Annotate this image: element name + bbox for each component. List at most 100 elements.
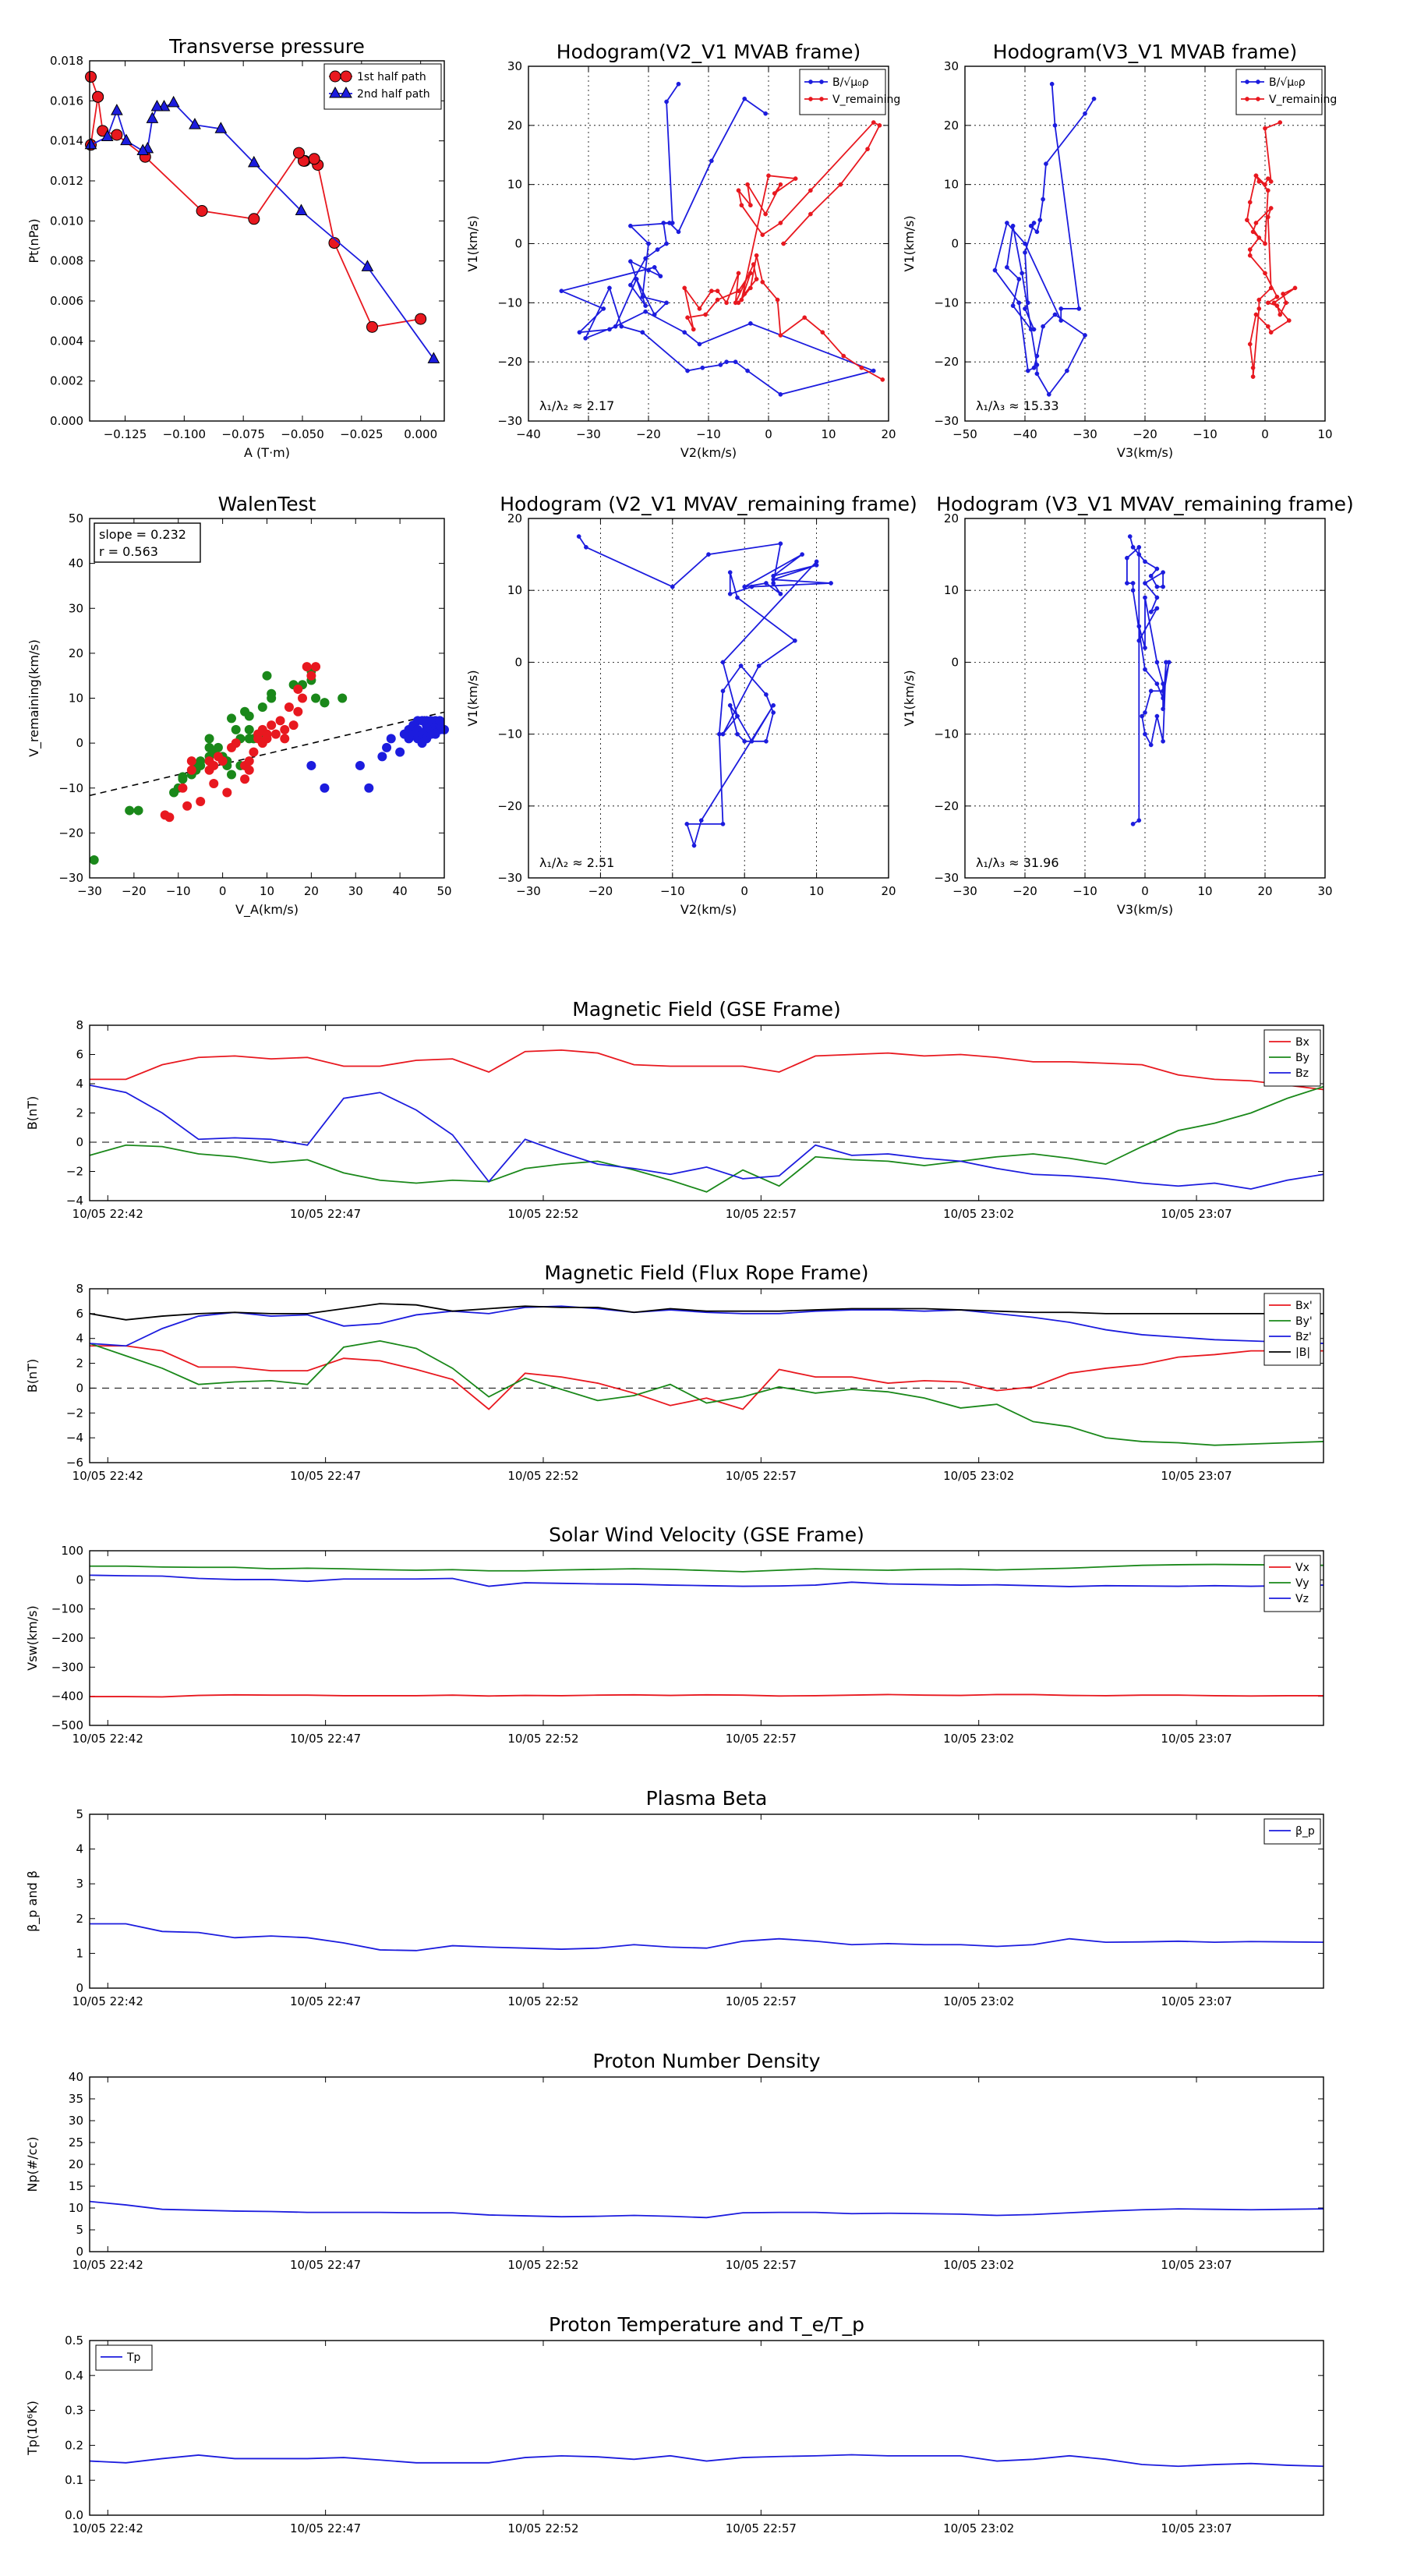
hodo2-legend-marker xyxy=(1256,97,1260,101)
np-ylabel: Np(#/cc) xyxy=(25,2137,40,2192)
hodo2-data-point xyxy=(1020,271,1025,276)
walen-ytick-label: −20 xyxy=(58,826,83,840)
beta-legend-label: β_p xyxy=(1295,1825,1315,1838)
hodo4-series-line-0 xyxy=(1126,536,1170,825)
hodo2-data-point xyxy=(1250,229,1256,235)
hodo3-data-point xyxy=(756,663,762,668)
walen-stats-box xyxy=(94,522,201,563)
hodo4-data-point xyxy=(1154,681,1160,686)
hodo4-annotation: λ₁/λ₃ ≈ 31.96 xyxy=(976,855,1059,870)
hodo3-data-point xyxy=(764,738,769,744)
hodo1-data-point xyxy=(607,285,612,291)
tp-ytick-label: 0.018 xyxy=(50,54,83,68)
hodo3-data-point xyxy=(727,570,733,575)
tp-xtick-label: −0.100 xyxy=(163,427,207,441)
hodo2-data-point xyxy=(1010,223,1016,228)
mag_fr-ytick-label: 0 xyxy=(76,1381,83,1395)
hodo3-data-point xyxy=(749,584,755,589)
walen-title: WalenTest xyxy=(218,493,316,515)
walen-ytick-label: 50 xyxy=(69,511,83,525)
hodo1-data-point xyxy=(781,241,786,246)
walen-data-point xyxy=(240,774,250,784)
hodo2-xtick-label: 0 xyxy=(1261,427,1269,441)
walen-data-point xyxy=(244,765,254,775)
hodo4-xtick-label: 30 xyxy=(1317,884,1332,898)
walen-data-point xyxy=(125,805,135,816)
np-ytick-label: 10 xyxy=(69,2201,83,2215)
hodo1-data-point xyxy=(643,303,648,308)
np-ytick-label: 0 xyxy=(76,2245,83,2259)
hodo1-data-point xyxy=(703,312,709,317)
hodo2-data-point xyxy=(1076,306,1082,311)
hodo2-data-point xyxy=(1046,392,1051,397)
np-ytick-label: 5 xyxy=(76,2223,83,2237)
np-ytick-label: 35 xyxy=(69,2092,83,2106)
hodo4-xtick-label: 20 xyxy=(1257,884,1272,898)
mag_fr-xtick-label: 10/05 22:57 xyxy=(726,1469,797,1483)
tp-data-point xyxy=(111,129,123,141)
mag_fr-ytick-label: 4 xyxy=(76,1332,83,1346)
hodo2-xlabel: V3(km/s) xyxy=(1117,445,1173,460)
mag_fr-legend-label: Bx' xyxy=(1295,1300,1313,1312)
vsw-series-line-1 xyxy=(90,1563,1324,1573)
walen-xtick-label: 40 xyxy=(393,884,408,898)
hodo2-data-point xyxy=(1266,176,1270,181)
hodo4-data-point xyxy=(1154,660,1160,665)
hodo4-data-point xyxy=(1130,822,1136,826)
walen-ytick-label: 30 xyxy=(69,601,83,615)
mag_gse-xtick-label: 10/05 22:57 xyxy=(726,1207,797,1221)
mag_fr-ytick-label: −4 xyxy=(66,1431,83,1445)
hodo1-data-point xyxy=(697,341,702,347)
hodo2-data-point xyxy=(1274,294,1280,299)
mag_fr-ytick-label: −2 xyxy=(66,1406,83,1420)
hodo4-data-point xyxy=(1130,588,1136,593)
hodo3-ylabel: V1(km/s) xyxy=(465,670,480,726)
walen-ytick-label: 20 xyxy=(69,646,83,660)
beta-ytick-label: 0 xyxy=(76,1981,83,1995)
hodo4-data-point xyxy=(1143,667,1147,672)
beta-xtick-label: 10/05 23:02 xyxy=(943,1994,1014,2008)
hodo2-data-point xyxy=(1281,292,1285,296)
hodo2-data-point xyxy=(1274,303,1280,308)
walen-data-point xyxy=(382,742,392,752)
walen-stats-label: slope = 0.232 xyxy=(99,527,186,542)
mag_gse-series-line-0 xyxy=(90,1049,1324,1091)
np-series-line-0 xyxy=(89,2200,1324,2219)
hodo1-data-point xyxy=(778,182,783,187)
hodo1-data-point xyxy=(736,288,741,294)
hodo4-data-point xyxy=(1166,660,1172,665)
mag_fr-frame xyxy=(89,1288,1324,1463)
hodo2-data-point xyxy=(1256,306,1262,311)
walen-data-point xyxy=(270,729,281,739)
hodo4-data-point xyxy=(1125,581,1129,586)
hodo3-ytick-label: 0 xyxy=(514,655,522,669)
hodo2-series-line-1 xyxy=(1246,122,1296,377)
hodo3-series-line-0 xyxy=(578,536,832,848)
walen-xlabel: V_A(km/s) xyxy=(235,902,299,918)
hodo2-data-point xyxy=(1091,96,1097,101)
hodo4-data-point xyxy=(1154,713,1160,719)
walen-data-point xyxy=(227,713,236,724)
hodo1-ylabel: V1(km/s) xyxy=(465,215,480,271)
np-xtick-label: 10/05 22:42 xyxy=(72,2258,143,2272)
tp-legend-label: 2nd half path xyxy=(357,88,430,101)
np-ytick-label: 15 xyxy=(69,2179,83,2193)
tp-frame xyxy=(89,60,445,422)
tp-data-point xyxy=(150,99,164,111)
hodo3-data-point xyxy=(742,738,747,744)
hodo4-ytick-label: 10 xyxy=(944,583,959,597)
np-xtick-label: 10/05 22:47 xyxy=(290,2258,361,2272)
walen-data-point xyxy=(209,778,219,788)
hodo1-data-point xyxy=(613,324,618,329)
beta-ylabel: β_p and β xyxy=(25,1870,41,1932)
hodo1-data-point xyxy=(736,188,741,193)
hodo2-xtick-label: −20 xyxy=(1133,427,1157,441)
walen-data-point xyxy=(435,716,445,726)
hodo2-data-point xyxy=(1083,333,1087,338)
hodo4-ytick-label: 0 xyxy=(951,655,959,669)
hodo1-title: Hodogram(V2_V1 MVAB frame) xyxy=(557,41,861,63)
walen-data-point xyxy=(249,747,259,757)
walen-ytick-label: −10 xyxy=(58,781,83,795)
hodo3-xlabel: V2(km/s) xyxy=(680,902,737,917)
